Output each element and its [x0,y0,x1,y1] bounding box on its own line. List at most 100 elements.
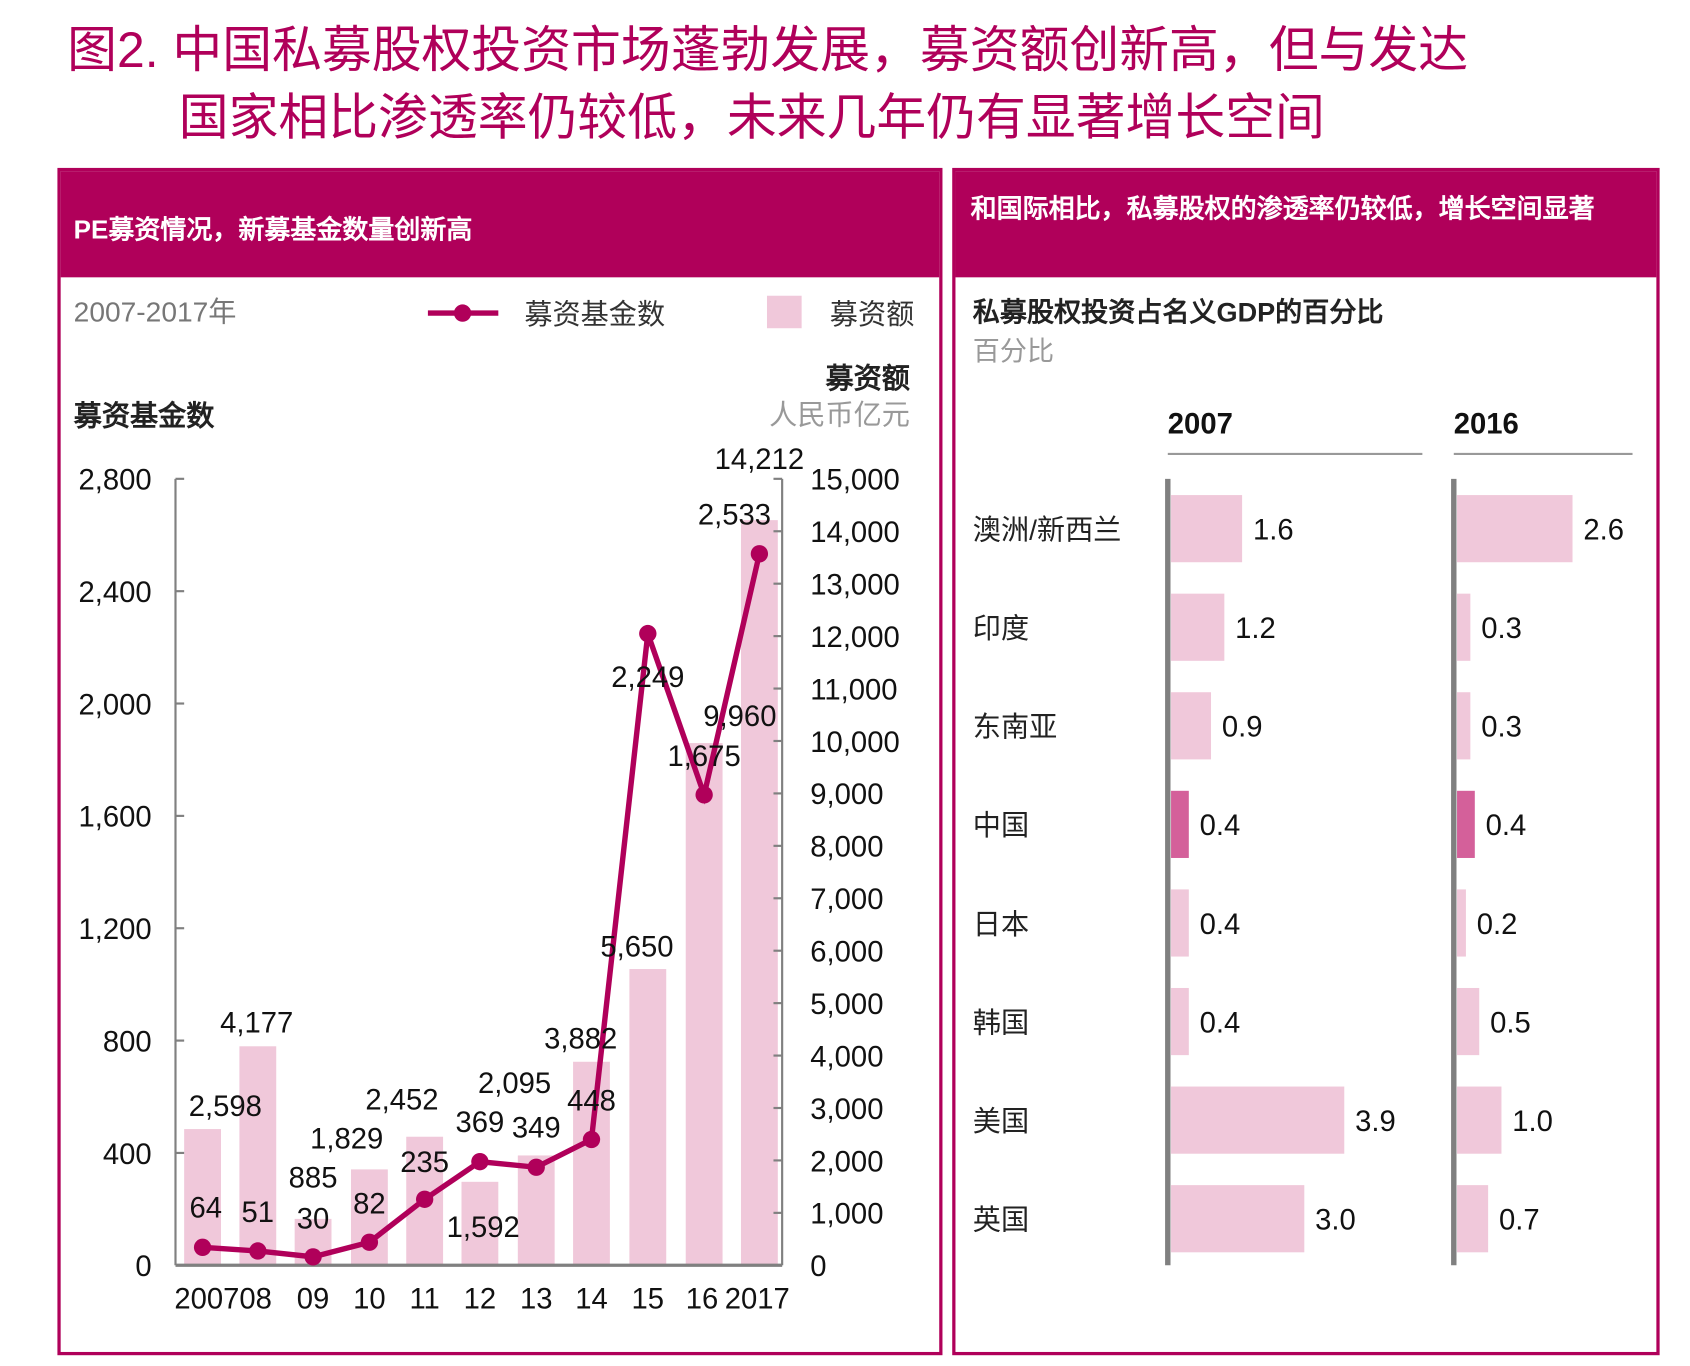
x-tick-label: 10 [353,1284,386,1316]
bar-value-label: 0.4 [1200,810,1241,842]
column-header-2016: 2016 [1454,408,1519,440]
bar-value-label: 0.3 [1481,613,1522,645]
line-fund-count [202,553,763,1260]
bar-data-label: 1,829 [310,1123,383,1155]
right-tick-label: 8,000 [810,832,883,864]
right-tick-label: 4,000 [810,1041,883,1073]
bar-amount-14 [573,1061,610,1266]
right-chart-title: 私募股权投资占名义GDP的百分比 [973,297,1384,328]
legend-marker-icon [453,304,472,322]
right-tick-label: 14,000 [810,517,899,549]
bar-data-label: 2,095 [478,1068,551,1100]
bar-value-label: 0.9 [1222,712,1263,744]
line-data-label: 369 [456,1107,505,1139]
bar-data-label: 14,212 [715,444,804,476]
x-tick-label: 13 [520,1284,553,1316]
x-tick-label: 08 [239,1284,272,1316]
bar-amount-16 [685,743,723,1266]
bar-amount-12 [461,1181,499,1266]
bar-value-label: 0.4 [1200,1007,1241,1039]
point-fund-count-14 [582,1130,601,1149]
category-label: 日本 [973,909,1029,940]
bar-2016-印度 [1457,593,1471,661]
x-tick-label: 2007 [174,1284,239,1316]
line-data-label: 64 [190,1193,223,1225]
bar-value-label: 0.4 [1486,810,1527,842]
right-tick-label: 7,000 [810,884,883,916]
bar-data-label: 5,650 [600,932,673,964]
category-label: 澳洲/新西兰 [973,514,1122,545]
bar-amount-08 [239,1046,277,1266]
category-label: 东南亚 [973,712,1057,743]
bar-data-label: 2,452 [365,1084,438,1116]
point-fund-count-13 [527,1158,545,1176]
legend-label-funds: 募资基金数 [524,299,665,330]
bar-value-label: 2.6 [1583,514,1624,546]
bar-value-label: 3.0 [1315,1205,1356,1237]
point-fund-count-2017 [750,545,769,563]
bar-value-label: 1.2 [1235,613,1276,645]
legend-label-amount: 募资额 [830,299,914,330]
x-tick-label: 12 [464,1284,497,1316]
legend-bar-icon [766,295,802,329]
right-panel-header: 和国际相比，私募股权的渗透率仍较低，增长空间显著 [955,171,1657,278]
right-tick-label: 15,000 [810,465,899,497]
line-data-label: 2,249 [611,662,684,694]
bar-amount-15 [629,969,667,1266]
bar-2016-日本 [1457,889,1466,957]
left-tick-label: 1,600 [78,802,151,834]
category-label: 中国 [973,810,1029,841]
right-tick-label: 2,000 [810,1146,883,1178]
left-panel-header: PE募资情况，新募基金数量创新高 [60,171,940,278]
point-fund-count-16 [695,786,713,804]
right-axis-title: 募资额 [824,363,910,394]
bar-2016-韩国 [1457,987,1480,1056]
x-tick-label: 2017 [725,1284,790,1316]
point-fund-count-12 [471,1152,489,1171]
category-label: 印度 [973,613,1029,644]
bar-data-label: 9,960 [703,701,776,733]
category-label: 美国 [973,1106,1029,1137]
bar-2007-英国 [1171,1185,1305,1253]
bar-2016-英国 [1457,1185,1489,1253]
right-tick-label: 10,000 [810,727,899,759]
line-data-label: 30 [297,1203,330,1235]
right-tick-label: 11,000 [810,674,897,706]
bar-value-label: 0.2 [1477,909,1518,941]
point-fund-count-2007 [193,1238,212,1256]
bar-2016-东南亚 [1457,692,1471,760]
bar-value-label: 3.9 [1355,1106,1396,1138]
left-tick-label: 1,200 [78,914,151,946]
column-header-2007: 2007 [1168,408,1233,440]
point-fund-count-15 [639,624,657,643]
bar-2016-澳洲/新西兰 [1457,495,1573,563]
line-data-label: 448 [567,1085,616,1117]
line-data-label: 82 [353,1188,386,1220]
bar-value-label: 0.7 [1499,1205,1540,1237]
line-data-label: 1,675 [668,741,741,773]
right-tick-label: 9,000 [810,779,883,811]
right-axis-unit: 人民币亿元 [769,400,910,431]
x-tick-label: 11 [409,1284,439,1316]
left-tick-label: 0 [135,1251,151,1283]
x-tick-label: 16 [686,1284,719,1316]
left-tick-label: 400 [103,1139,152,1171]
bar-2007-韩国 [1171,987,1189,1056]
left-tick-label: 800 [103,1026,152,1058]
right-tick-label: 6,000 [810,937,883,969]
bar-value-label: 1.0 [1512,1106,1553,1138]
bar-2007-澳洲/新西兰 [1171,495,1243,563]
bar-amount-2017 [740,520,778,1266]
bar-data-label: 1,592 [447,1212,520,1244]
x-tick-label: 09 [297,1284,330,1316]
x-tick-label: 15 [632,1284,665,1316]
bar-2016-中国 [1457,790,1475,858]
left-tick-label: 2,000 [78,689,151,721]
line-data-label: 51 [242,1197,275,1229]
right-panel: 和国际相比，私募股权的渗透率仍较低，增长空间显著 [952,167,1660,1356]
bar-data-label: 4,177 [220,1007,293,1039]
bar-value-label: 1.6 [1253,514,1294,546]
bar-2007-印度 [1171,593,1225,661]
bar-data-label: 885 [289,1162,338,1194]
